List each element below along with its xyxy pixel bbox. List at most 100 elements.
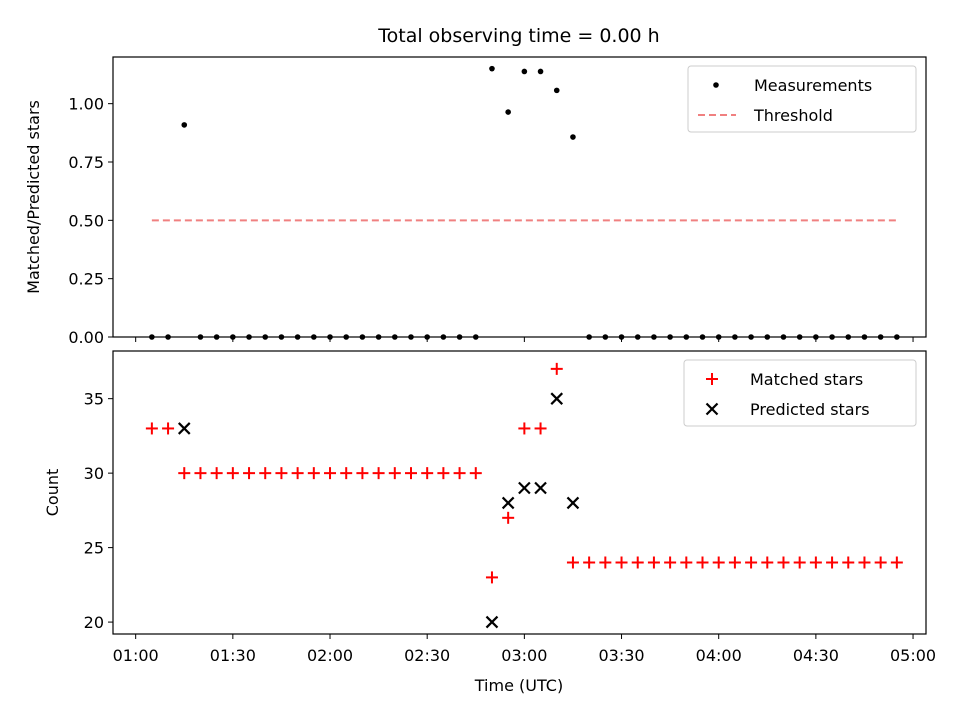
- measurement-point: [780, 334, 787, 340]
- measurement-point: [197, 334, 204, 340]
- matched-star-point: [340, 467, 353, 480]
- matched-star-point: [275, 467, 288, 480]
- legend-label: Measurements: [754, 76, 872, 95]
- matched-star-point: [259, 467, 272, 480]
- predicted-star-point: [566, 496, 580, 510]
- matched-star-point: [664, 556, 677, 569]
- matched-star-point: [550, 362, 563, 375]
- measurement-point: [553, 87, 560, 94]
- y-tick-label: 0.00: [68, 328, 104, 347]
- x-tick-label: 05:00: [890, 646, 936, 665]
- measurement-point: [699, 334, 706, 340]
- x-tick-label: 02:30: [404, 646, 450, 665]
- measurement-point: [748, 334, 754, 340]
- matched-star-point: [534, 422, 547, 435]
- matched-star-point: [615, 556, 628, 569]
- measurement-point: [375, 334, 382, 340]
- x-axis-label: Time (UTC): [474, 676, 563, 695]
- matched-star-point: [388, 467, 401, 480]
- matched-star-point: [404, 467, 417, 480]
- measurement-point: [829, 334, 835, 340]
- measurement-point: [149, 334, 155, 340]
- legend-predicted-swatch: [705, 402, 719, 416]
- predicted-star-point: [550, 392, 564, 405]
- y-tick-label: 0.25: [68, 270, 104, 289]
- matched-star-point: [145, 422, 158, 435]
- measurement-point: [440, 334, 447, 340]
- matched-star-point: [210, 467, 223, 480]
- matched-star-point: [680, 556, 693, 569]
- legend-label: Threshold: [753, 106, 833, 125]
- measurement-point: [667, 334, 673, 340]
- measurement-point: [715, 334, 722, 340]
- matched-star-point: [226, 467, 239, 480]
- matched-star-point: [162, 422, 175, 435]
- x-tick-label: 03:00: [501, 646, 547, 665]
- matched-star-point: [890, 556, 903, 569]
- matched-star-point: [631, 556, 644, 569]
- y-tick-label: 35: [84, 390, 104, 409]
- y-tick-label: 0.75: [68, 153, 104, 172]
- measurement-point: [213, 334, 220, 340]
- measurement-point: [181, 122, 188, 128]
- legend-box: [683, 359, 917, 427]
- measurement-point: [796, 334, 803, 340]
- predicted-star-point: [518, 481, 531, 495]
- x-tick-label: 04:00: [696, 646, 742, 665]
- legend-box: [687, 65, 917, 133]
- matched-star-point: [356, 467, 369, 480]
- matched-star-point: [453, 467, 466, 480]
- y-tick-label: 20: [84, 613, 104, 632]
- legend-label: Predicted stars: [750, 400, 870, 419]
- matched-star-point: [307, 467, 320, 480]
- legend-matched-swatch: [706, 373, 718, 385]
- legend-label: Matched stars: [750, 370, 863, 389]
- matched-star-point: [178, 467, 191, 480]
- measurement-point: [489, 65, 495, 72]
- measurement-point: [521, 68, 528, 75]
- measurement-point: [472, 334, 479, 340]
- legend: Matched stars Predicted stars: [683, 359, 917, 427]
- measurement-point: [634, 334, 641, 340]
- matched-star-point: [647, 556, 660, 569]
- matched-star-point: [858, 556, 871, 569]
- measurement-point: [861, 334, 868, 340]
- count-panel: 20 25 30 35 01:00 01:30 02:00 02:30 03:00 03:30 04…: [43, 350, 936, 665]
- matched-star-point: [826, 556, 839, 569]
- measurement-point: [456, 334, 463, 340]
- measurement-point: [391, 334, 398, 340]
- measurement-point: [894, 334, 900, 340]
- legend: Measurements Threshold: [687, 65, 917, 133]
- matched-star-point: [809, 556, 822, 569]
- measurement-point: [278, 334, 285, 340]
- matched-star-point: [243, 467, 256, 480]
- measurement-point: [570, 134, 576, 140]
- x-tick-label: 04:30: [793, 646, 839, 665]
- matched-star-point: [842, 556, 855, 569]
- matched-star-point: [194, 467, 207, 480]
- measurement-point: [294, 334, 301, 340]
- matched-star-point: [518, 422, 531, 435]
- measurement-point: [845, 334, 852, 340]
- measurement-point: [246, 334, 252, 340]
- measurement-point: [359, 334, 366, 340]
- measurement-point: [327, 334, 333, 340]
- legend-measurement-swatch: [713, 82, 719, 88]
- measurement-point: [230, 334, 236, 340]
- matched-star-point: [291, 467, 304, 480]
- x-tick-label: 01:30: [210, 646, 256, 665]
- matched-star-point: [696, 556, 709, 569]
- predicted-star-point: [501, 496, 515, 510]
- matched-star-point: [421, 467, 434, 480]
- matched-star-point: [566, 556, 579, 569]
- matched-star-point: [485, 571, 498, 584]
- measurement-point: [764, 334, 771, 340]
- matched-star-point: [793, 556, 806, 569]
- x-tick-label: 01:00: [113, 646, 159, 665]
- y-axis-label: Count: [43, 469, 62, 517]
- y-axis-label: Matched/Predicted stars: [24, 100, 43, 294]
- measurement-point: [165, 334, 171, 340]
- measurement-point: [683, 334, 690, 340]
- matched-star-point: [469, 467, 482, 480]
